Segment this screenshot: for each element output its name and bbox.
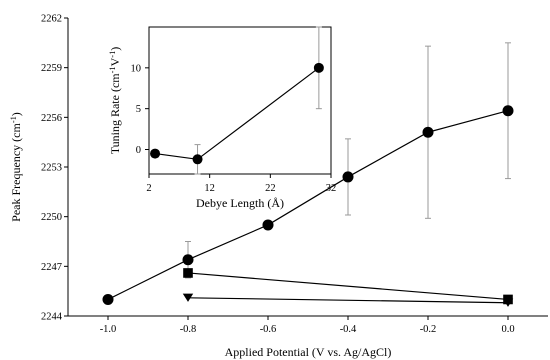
data-point-circle bbox=[502, 105, 514, 117]
inset-x-tick-label: 22 bbox=[265, 183, 276, 194]
inset-data-point-circle bbox=[150, 148, 161, 159]
data-point-square bbox=[183, 268, 193, 278]
x-tick-label: -0.2 bbox=[420, 324, 437, 335]
y-tick-label: 2259 bbox=[41, 63, 62, 74]
inset-data-point-circle bbox=[192, 154, 203, 165]
y-tick-label: 2256 bbox=[41, 113, 62, 124]
inset-plot-frame bbox=[148, 26, 332, 175]
series-line bbox=[107, 110, 509, 300]
data-point-circle bbox=[422, 126, 434, 138]
y-tick-label: 2253 bbox=[41, 163, 62, 174]
series-line bbox=[187, 272, 509, 301]
inset-x-tick-label: 32 bbox=[326, 183, 337, 194]
data-point-circle bbox=[102, 293, 114, 305]
inset-y-tick-label: 0 bbox=[136, 145, 141, 156]
y-tick-label: 2247 bbox=[41, 262, 62, 273]
x-tick-label: -0.6 bbox=[260, 324, 277, 335]
y-tick-label: 2262 bbox=[41, 14, 62, 25]
x-tick-label: -0.4 bbox=[340, 324, 357, 335]
data-point-triangle-down bbox=[502, 298, 514, 307]
inset-x-axis-title: Debye Length (Å) bbox=[196, 196, 284, 210]
inset-x-tick-label: 12 bbox=[204, 183, 215, 194]
inset-y-tick-label: 5 bbox=[136, 104, 141, 115]
y-axis-title: Peak Frequency (cm-1) bbox=[9, 112, 24, 222]
data-point-circle bbox=[182, 254, 194, 266]
inset-y-axis-title: Tuning Rate (cm-1V-1) bbox=[108, 47, 123, 155]
data-point-circle bbox=[262, 219, 274, 231]
data-point-circle bbox=[342, 171, 354, 183]
x-tick-label: 0.0 bbox=[501, 324, 514, 335]
x-tick-label: -0.8 bbox=[180, 324, 197, 335]
inset-data-point-circle bbox=[313, 62, 324, 73]
series-line bbox=[187, 297, 509, 304]
data-point-triangle-down bbox=[182, 293, 194, 302]
x-axis-title: Applied Potential (V vs. Ag/AgCl) bbox=[225, 345, 392, 359]
y-tick-label: 2250 bbox=[41, 212, 62, 223]
x-tick-label: -1.0 bbox=[100, 324, 117, 335]
y-tick-label: 2244 bbox=[41, 312, 63, 323]
inset-y-tick-label: 10 bbox=[131, 63, 142, 74]
inset-x-tick-label: 2 bbox=[146, 183, 151, 194]
